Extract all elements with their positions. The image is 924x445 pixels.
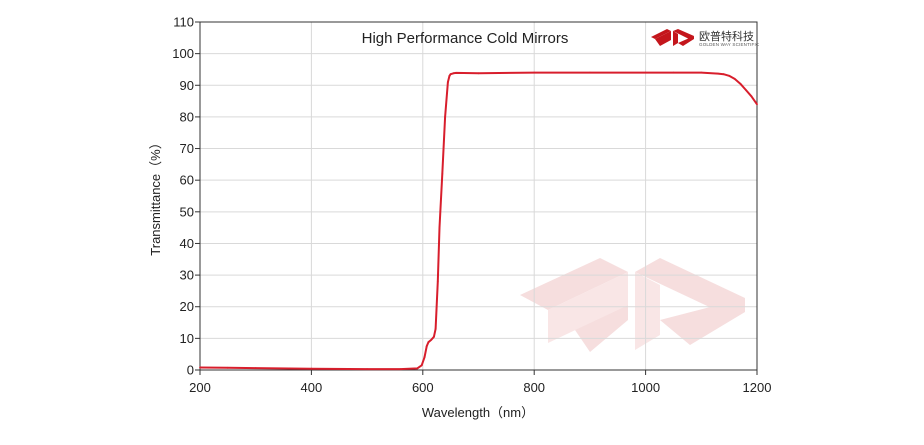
- data-point: [452, 72, 455, 75]
- data-point: [441, 173, 444, 175]
- y-axis-ticks: 0 10 20 30 40 50 60 70 80 90 100 110: [172, 15, 200, 378]
- brand-name-en: GOLDEN WAY SCIENTIFIC: [699, 42, 760, 47]
- y-tick-label: 60: [180, 173, 194, 188]
- data-point: [438, 226, 441, 229]
- data-point: [733, 78, 736, 80]
- data-point: [672, 71, 675, 74]
- chart-title: High Performance Cold Mirrors: [362, 30, 569, 47]
- data-point: [420, 364, 423, 367]
- data-point: [750, 95, 753, 98]
- data-point: [423, 356, 426, 359]
- y-tick-label: 0: [187, 363, 194, 378]
- data-point: [416, 367, 419, 370]
- y-tick-label: 10: [180, 331, 194, 346]
- data-point: [756, 103, 758, 106]
- data-point: [455, 72, 458, 74]
- data-point: [533, 71, 536, 74]
- x-tick-label: 600: [412, 380, 434, 395]
- y-tick-label: 20: [180, 299, 194, 314]
- data-point: [444, 116, 446, 118]
- data-point: [226, 366, 229, 369]
- data-point: [717, 72, 719, 75]
- y-tick-label: 80: [180, 109, 194, 124]
- data-point: [433, 335, 435, 338]
- x-tick-label: 800: [523, 380, 545, 395]
- data-point: [254, 367, 257, 369]
- data-point: [728, 74, 730, 77]
- x-axis-title: Wavelength（nm）: [422, 405, 534, 420]
- y-tick-label: 100: [172, 46, 194, 61]
- data-point: [477, 72, 480, 75]
- data-point: [449, 73, 452, 76]
- data-point: [430, 339, 433, 341]
- data-point: [399, 368, 402, 370]
- y-tick-label: 90: [180, 78, 194, 93]
- brand-logo: 欧普特科技 GOLDEN WAY SCIENTIFIC: [651, 29, 760, 47]
- data-point: [644, 71, 647, 74]
- y-tick-label: 30: [180, 268, 194, 283]
- x-tick-label: 400: [301, 380, 323, 395]
- x-tick-label: 1000: [631, 380, 660, 395]
- series-points: [199, 71, 758, 370]
- brand-name-cn: 欧普特科技: [699, 29, 754, 43]
- y-tick-label: 110: [173, 15, 194, 30]
- data-point: [448, 74, 451, 77]
- data-point: [434, 328, 437, 330]
- data-point: [425, 345, 428, 348]
- data-point: [436, 280, 439, 283]
- x-tick-label: 200: [189, 380, 211, 395]
- y-axis-title: Transmittance（%）: [148, 136, 163, 255]
- data-point: [310, 367, 313, 370]
- brand-logo-icon: [651, 29, 694, 46]
- data-point: [589, 71, 591, 74]
- y-tick-label: 70: [180, 141, 194, 156]
- data-point: [447, 81, 449, 83]
- x-axis-ticks: 200 400 600 800 1000 1200: [189, 370, 771, 395]
- data-point: [745, 89, 747, 91]
- watermark-logo: [520, 258, 745, 352]
- plot-frame: [199, 21, 758, 371]
- y-tick-label: 40: [180, 236, 194, 251]
- data-point: [366, 368, 368, 370]
- data-point: [199, 366, 201, 369]
- data-point: [427, 341, 430, 344]
- data-point: [700, 71, 703, 74]
- data-point: [722, 73, 725, 76]
- x-tick-label: 1200: [743, 380, 772, 395]
- grid: [200, 22, 757, 370]
- data-point: [739, 82, 742, 85]
- y-tick-label: 50: [180, 204, 194, 219]
